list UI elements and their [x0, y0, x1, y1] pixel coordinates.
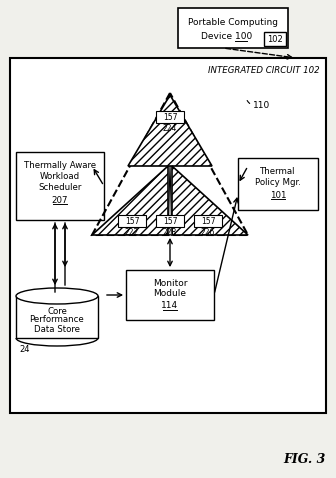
FancyBboxPatch shape	[16, 152, 104, 220]
Polygon shape	[92, 166, 168, 235]
Text: Scheduler: Scheduler	[38, 183, 82, 192]
Text: 224: 224	[163, 123, 177, 132]
Text: 114: 114	[161, 302, 178, 311]
Text: 226: 226	[201, 228, 215, 237]
FancyBboxPatch shape	[126, 270, 214, 320]
Text: Data Store: Data Store	[34, 325, 80, 334]
FancyBboxPatch shape	[16, 296, 98, 338]
Text: 207: 207	[52, 196, 68, 205]
Text: Thermal: Thermal	[260, 166, 296, 175]
Polygon shape	[168, 166, 172, 235]
Text: 24: 24	[19, 346, 30, 355]
Text: Monitor: Monitor	[153, 279, 187, 287]
FancyBboxPatch shape	[264, 32, 286, 46]
FancyBboxPatch shape	[118, 215, 146, 227]
Text: Portable Computing: Portable Computing	[188, 18, 278, 26]
Polygon shape	[172, 166, 248, 235]
FancyBboxPatch shape	[156, 111, 184, 123]
Text: 157: 157	[163, 112, 177, 121]
FancyBboxPatch shape	[238, 158, 318, 210]
Text: 228: 228	[163, 228, 177, 237]
Text: Core: Core	[47, 306, 67, 315]
Text: Thermally Aware: Thermally Aware	[24, 161, 96, 170]
Text: Policy Mgr.: Policy Mgr.	[255, 177, 301, 186]
FancyBboxPatch shape	[156, 215, 184, 227]
FancyBboxPatch shape	[178, 8, 288, 48]
Text: 157: 157	[125, 217, 139, 226]
Text: INTEGRATED CIRCUIT 102: INTEGRATED CIRCUIT 102	[208, 66, 320, 75]
Text: Performance: Performance	[30, 315, 84, 325]
Text: 110: 110	[253, 100, 270, 109]
FancyBboxPatch shape	[10, 58, 326, 413]
Text: 222: 222	[125, 228, 139, 237]
Ellipse shape	[16, 288, 98, 304]
Text: 157: 157	[201, 217, 215, 226]
Text: Device 100: Device 100	[201, 33, 253, 41]
Text: Module: Module	[154, 290, 186, 298]
Text: 101: 101	[270, 191, 286, 199]
Text: 102: 102	[267, 34, 283, 43]
Polygon shape	[128, 95, 212, 166]
FancyBboxPatch shape	[194, 215, 222, 227]
Text: FIG. 3: FIG. 3	[284, 453, 326, 466]
Text: Workload: Workload	[40, 172, 80, 181]
Text: 157: 157	[163, 217, 177, 226]
